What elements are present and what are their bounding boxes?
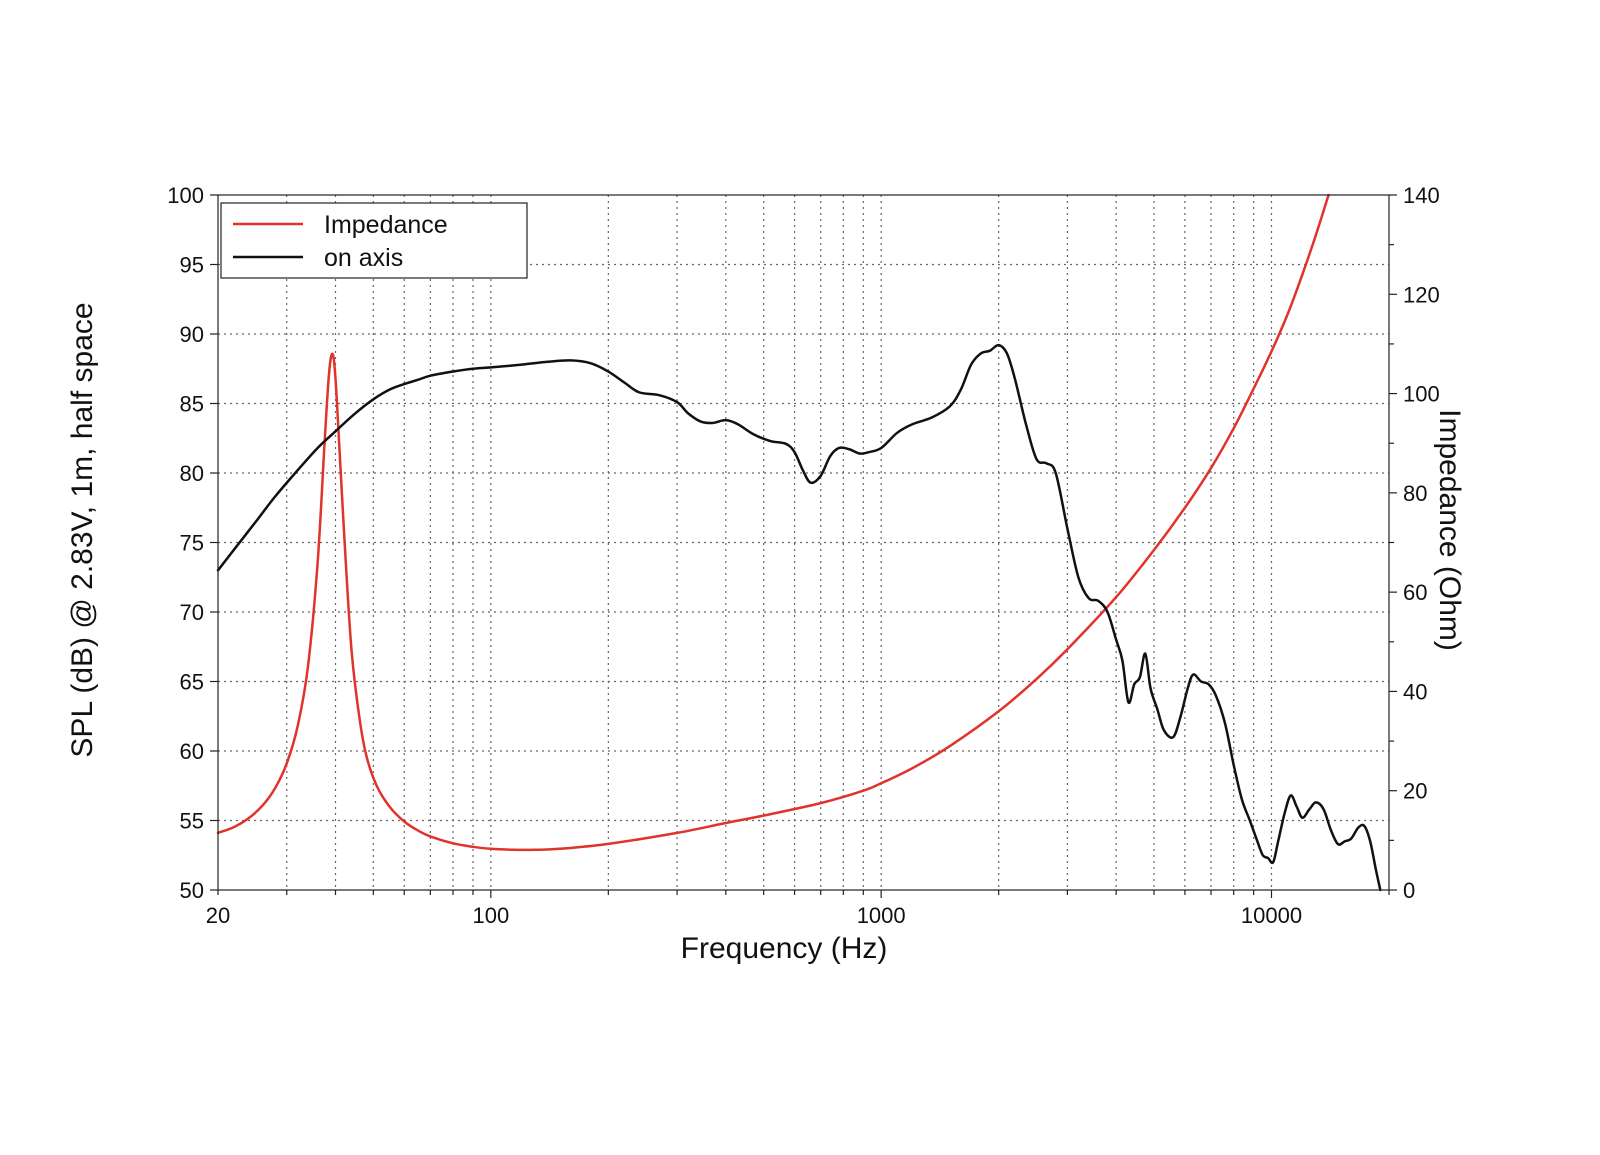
y2-tick-labels: 0 20 40 60 80 100 120 140 xyxy=(1403,183,1440,903)
y2-tick-label: 20 xyxy=(1403,779,1427,804)
y2-tick-label: 120 xyxy=(1403,282,1440,307)
y-tick-label: 75 xyxy=(180,531,204,556)
y-tick-label: 60 xyxy=(180,739,204,764)
y2-tick-label: 0 xyxy=(1403,878,1415,903)
legend-box xyxy=(220,202,528,279)
y-tick-label: 50 xyxy=(180,878,204,903)
series-line-impedance xyxy=(216,193,1330,852)
x-tick-label: 1000 xyxy=(857,903,906,928)
x-axis-title: Frequency (Hz) xyxy=(681,932,888,965)
x-tick-label: 20 xyxy=(206,903,230,928)
series-lines xyxy=(216,193,1382,892)
y-tick-label: 65 xyxy=(180,670,204,695)
y-tick-label: 95 xyxy=(180,253,204,278)
y-axis-title: SPL (dB) @ 2.83V, 1m, half space xyxy=(66,302,99,757)
y-tick-label: 90 xyxy=(180,322,204,347)
legend-label-impedance: Impedance xyxy=(324,211,448,239)
y2-tick-label: 80 xyxy=(1403,481,1427,506)
y-tick-labels: 50 55 60 65 70 75 80 85 90 95 100 xyxy=(167,183,204,903)
tick-marks xyxy=(210,194,1397,898)
y2-tick-label: 40 xyxy=(1403,679,1427,704)
y2-tick-label: 60 xyxy=(1403,580,1427,605)
series-line-on-axis xyxy=(216,343,1382,892)
y2-tick-label: 140 xyxy=(1403,183,1440,208)
y-tick-label: 70 xyxy=(180,600,204,625)
y-tick-label: 85 xyxy=(180,392,204,417)
y-tick-label: 100 xyxy=(167,183,204,208)
x-tick-label: 10000 xyxy=(1241,903,1302,928)
y2-tick-label: 100 xyxy=(1403,382,1440,407)
y-tick-label: 80 xyxy=(180,461,204,486)
legend: Impedance on axis xyxy=(220,202,528,279)
y2-axis-title: Impedance (Ohm) xyxy=(1433,409,1466,651)
x-tick-labels: 20 100 1000 10000 xyxy=(206,903,1302,928)
legend-label-on-axis: on axis xyxy=(324,244,403,272)
grid-lines xyxy=(218,195,1389,890)
y-tick-label: 55 xyxy=(180,809,204,834)
x-tick-label: 100 xyxy=(472,903,509,928)
